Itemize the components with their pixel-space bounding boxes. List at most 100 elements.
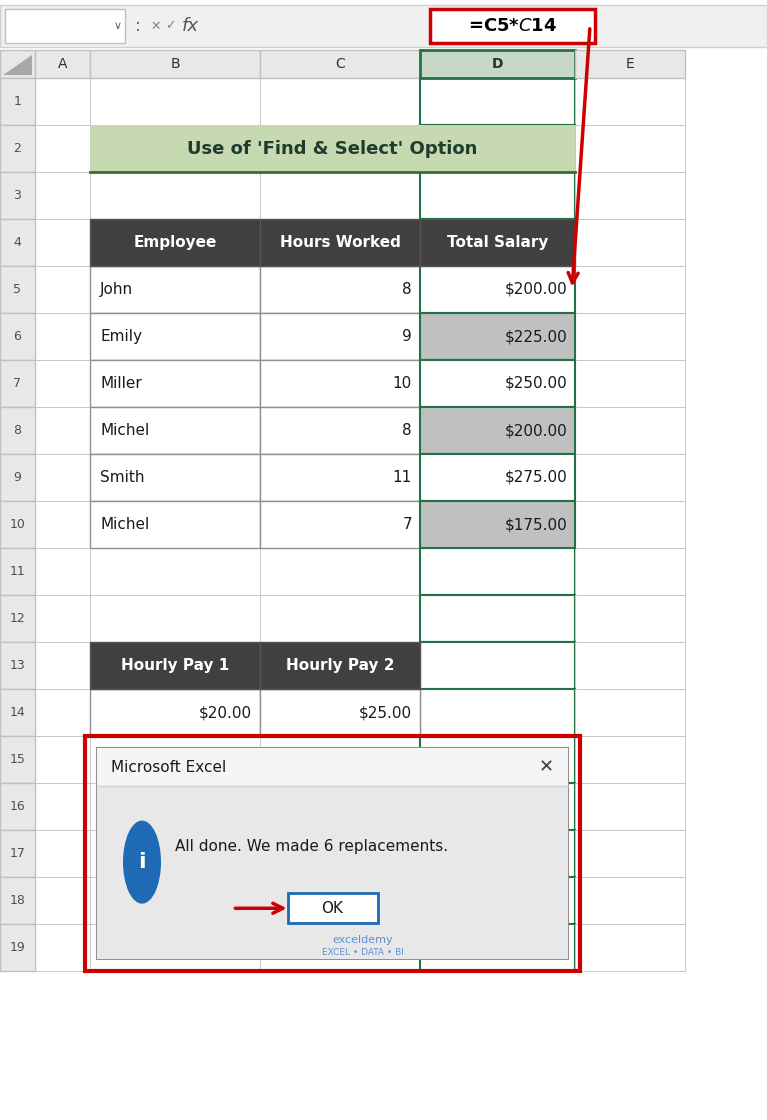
Bar	[35, 924, 90, 971]
Text: 10: 10	[393, 376, 412, 391]
Bar	[260, 924, 420, 971]
Bar	[35, 267, 90, 312]
Bar	[90, 548, 260, 595]
Bar	[260, 360, 420, 407]
Bar	[420, 50, 575, 78]
Bar	[35, 595, 90, 642]
Bar	[0, 783, 35, 830]
Bar	[90, 924, 260, 971]
Bar	[90, 454, 260, 501]
Bar	[260, 454, 420, 501]
Text: exceldemy: exceldemy	[332, 935, 393, 945]
Text: 8: 8	[403, 423, 412, 438]
Bar	[260, 642, 420, 689]
Text: 6: 6	[14, 330, 21, 343]
Bar	[575, 360, 685, 407]
Bar	[35, 220, 90, 267]
Bar	[35, 360, 90, 407]
Text: B: B	[170, 57, 179, 71]
Bar	[420, 172, 575, 220]
Bar	[90, 642, 260, 689]
Bar	[0, 312, 35, 360]
Text: Emily: Emily	[100, 329, 142, 344]
Bar	[35, 312, 90, 360]
Bar	[575, 267, 685, 312]
Bar	[260, 360, 420, 407]
Text: D: D	[492, 57, 503, 71]
Bar	[35, 125, 90, 172]
Bar	[35, 172, 90, 220]
Bar	[260, 220, 420, 267]
Text: ✓: ✓	[165, 19, 175, 32]
Bar	[420, 548, 575, 595]
Text: Employee: Employee	[133, 235, 217, 250]
Bar	[575, 548, 685, 595]
Bar	[5, 9, 125, 43]
Bar	[260, 312, 420, 360]
Polygon shape	[3, 55, 32, 75]
Bar	[90, 125, 575, 172]
Bar	[260, 783, 420, 830]
Ellipse shape	[123, 821, 161, 904]
Bar	[420, 407, 575, 454]
Text: OK: OK	[321, 900, 344, 916]
Bar	[575, 595, 685, 642]
Text: Hours Worked: Hours Worked	[279, 235, 400, 250]
Bar	[260, 689, 420, 736]
Bar	[420, 360, 575, 407]
Bar	[575, 783, 685, 830]
Bar	[575, 312, 685, 360]
Bar	[90, 689, 260, 736]
Bar	[0, 125, 35, 172]
Bar	[420, 689, 575, 736]
Text: ✕: ✕	[538, 758, 554, 776]
Bar	[260, 548, 420, 595]
Text: $25.00: $25.00	[359, 704, 412, 720]
Bar	[420, 267, 575, 312]
Bar	[90, 360, 260, 407]
Text: All done. We made 6 replacements.: All done. We made 6 replacements.	[175, 839, 448, 855]
Bar	[35, 830, 90, 877]
Bar	[260, 595, 420, 642]
Bar	[0, 689, 35, 736]
Bar	[420, 312, 575, 360]
Bar	[90, 407, 260, 454]
Bar	[0, 501, 35, 548]
Text: A: A	[58, 57, 67, 71]
Bar	[260, 501, 420, 548]
Bar	[260, 125, 420, 172]
Bar	[420, 783, 575, 830]
Bar	[90, 360, 260, 407]
Bar	[90, 172, 260, 220]
Bar	[0, 220, 35, 267]
Bar	[420, 78, 575, 125]
Text: 4: 4	[14, 236, 21, 249]
Bar	[575, 407, 685, 454]
Bar	[97, 748, 568, 959]
Text: 14: 14	[10, 706, 25, 719]
Bar	[35, 501, 90, 548]
Bar	[420, 220, 575, 267]
Bar	[90, 736, 260, 783]
Text: $200.00: $200.00	[504, 282, 567, 297]
Bar	[260, 642, 420, 689]
Bar	[0, 172, 35, 220]
Text: 1: 1	[14, 95, 21, 108]
Bar	[35, 78, 90, 125]
Bar	[35, 736, 90, 783]
Text: Total Salary: Total Salary	[447, 235, 548, 250]
Bar	[575, 689, 685, 736]
Bar	[260, 312, 420, 360]
Bar	[0, 830, 35, 877]
Bar	[260, 78, 420, 125]
Text: $200.00: $200.00	[504, 423, 567, 438]
Text: $225.00: $225.00	[504, 329, 567, 344]
Text: 5: 5	[14, 283, 21, 296]
Bar	[420, 642, 575, 689]
Text: Hourly Pay 2: Hourly Pay 2	[286, 659, 394, 673]
Text: $250.00: $250.00	[504, 376, 567, 391]
Text: Smith: Smith	[100, 470, 144, 485]
Bar	[90, 220, 260, 267]
Text: 13: 13	[10, 659, 25, 672]
Text: 12: 12	[10, 612, 25, 625]
